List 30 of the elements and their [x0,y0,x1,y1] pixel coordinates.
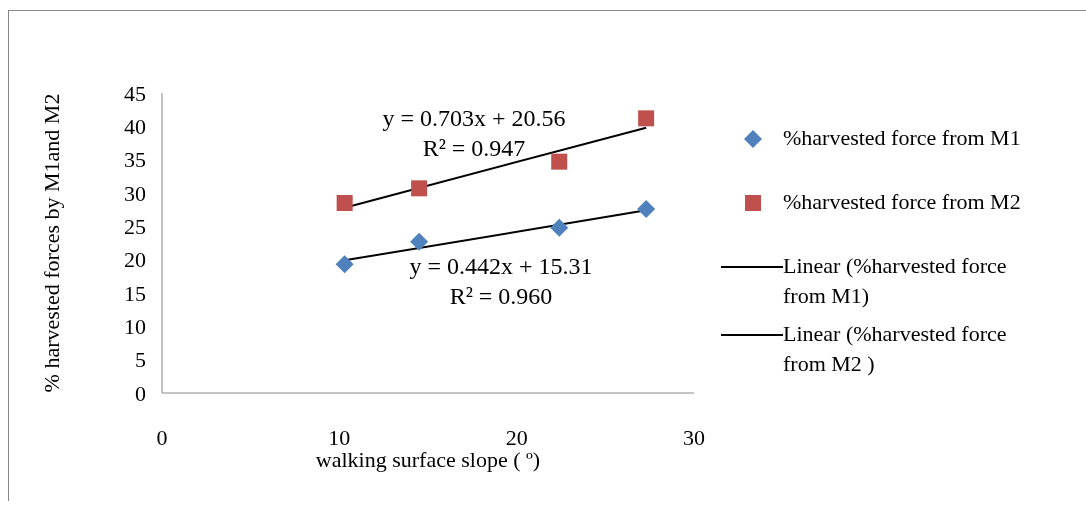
y-tick-label: 45 [124,80,146,106]
legend-label: Linear (%harvested force from M2 ) [783,320,1008,378]
y-axis-title: % harvested forces by M1and M2 [38,93,64,393]
x-axis-title: walking surface slope ( º) [315,447,541,472]
point [637,200,656,218]
x-tick-label: 20 [505,424,528,450]
point [550,218,569,237]
y-tick-label: 25 [124,214,146,240]
annotation: y = 0.442x + 15.31 R² = 0.960 [408,252,594,311]
y-tick-label: 0 [135,380,146,406]
point [638,110,655,127]
point [335,255,354,274]
legend-label: %harvested force from M1 [783,124,1022,152]
legend-label: %harvested force from M2 [783,188,1022,216]
y-tick-label: 10 [124,314,146,340]
y-tick-label: 20 [124,247,146,273]
point [336,195,353,211]
y-tick-label: 40 [124,114,146,140]
x-tick-label: 30 [683,424,705,450]
y-tick-label: 5 [135,347,146,373]
x-tick-label: 10 [328,424,351,450]
y-tick-label: 30 [124,180,146,206]
annotation: y = 0.703x + 20.56 R² = 0.947 [381,104,567,163]
point [411,180,428,197]
legend-label: Linear (%harvested force from M1) [783,252,1008,310]
point [551,153,568,170]
y-tick-label: 35 [124,147,146,173]
point [410,232,429,251]
x-tick-label: 0 [156,424,168,450]
y-tick-label: 15 [124,280,146,306]
